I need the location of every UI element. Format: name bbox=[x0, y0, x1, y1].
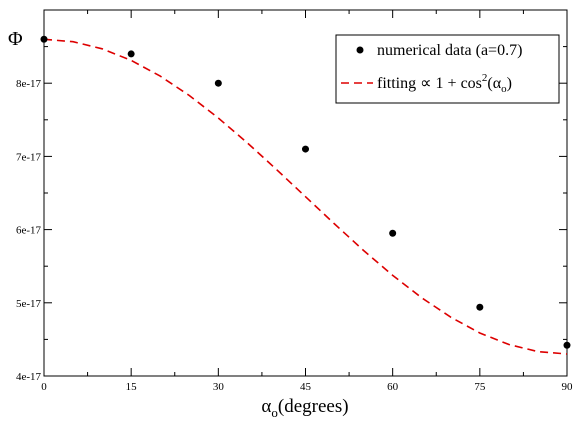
series-fitting-line bbox=[43, 38, 568, 355]
legend-label-fitting-main: fitting ∝ 1 + cos bbox=[377, 75, 482, 92]
y-axis-title: Φ bbox=[8, 28, 23, 50]
x-tick-label: 0 bbox=[41, 381, 47, 393]
series-numerical-data bbox=[40, 35, 571, 349]
x-axis-title-unit: (degrees) bbox=[278, 396, 349, 417]
x-tick-label: 60 bbox=[387, 381, 399, 393]
legend-label-fitting: fitting ∝ 1 + cos2(αo) bbox=[377, 72, 512, 95]
data-point bbox=[476, 303, 484, 311]
plot-area bbox=[40, 35, 571, 355]
x-tick-label: 15 bbox=[126, 381, 138, 393]
x-axis: 0 15 30 45 60 75 90 bbox=[41, 10, 573, 393]
y-tick-label: 8e-17 bbox=[16, 78, 42, 90]
x-tick-label: 75 bbox=[474, 381, 486, 393]
x-axis-title: αo(degrees) bbox=[261, 396, 348, 420]
x-axis-title-symbol: α bbox=[261, 396, 271, 417]
y-tick-label: 6e-17 bbox=[16, 225, 42, 237]
y-tick-label: 4e-17 bbox=[16, 371, 42, 383]
legend-label-fitting-close: ) bbox=[507, 75, 512, 92]
legend-label-numerical: numerical data (a=0.7) bbox=[377, 42, 522, 59]
y-axis: 4e-17 5e-17 6e-17 7e-17 8e-17 bbox=[16, 46, 567, 383]
data-point bbox=[214, 79, 222, 87]
x-tick-label: 30 bbox=[213, 381, 225, 393]
legend: numerical data (a=0.7) fitting ∝ 1 + cos… bbox=[335, 34, 560, 104]
legend-label-fitting-open: (α bbox=[487, 75, 501, 92]
data-point bbox=[302, 145, 309, 153]
legend-marker-numerical bbox=[356, 46, 364, 54]
data-point bbox=[127, 50, 135, 58]
y-tick-label: 5e-17 bbox=[16, 298, 42, 310]
x-tick-label: 90 bbox=[562, 381, 574, 393]
legend-label-fitting-sub: o bbox=[501, 83, 507, 95]
legend-label-fitting-sup: 2 bbox=[482, 72, 488, 84]
legend-box bbox=[335, 34, 560, 104]
y-tick-label: 7e-17 bbox=[16, 151, 42, 163]
data-point bbox=[563, 341, 571, 349]
x-tick-label: 45 bbox=[300, 381, 312, 393]
data-point bbox=[389, 229, 397, 237]
x-axis-title-subscript: o bbox=[271, 405, 278, 420]
data-point bbox=[40, 35, 48, 43]
